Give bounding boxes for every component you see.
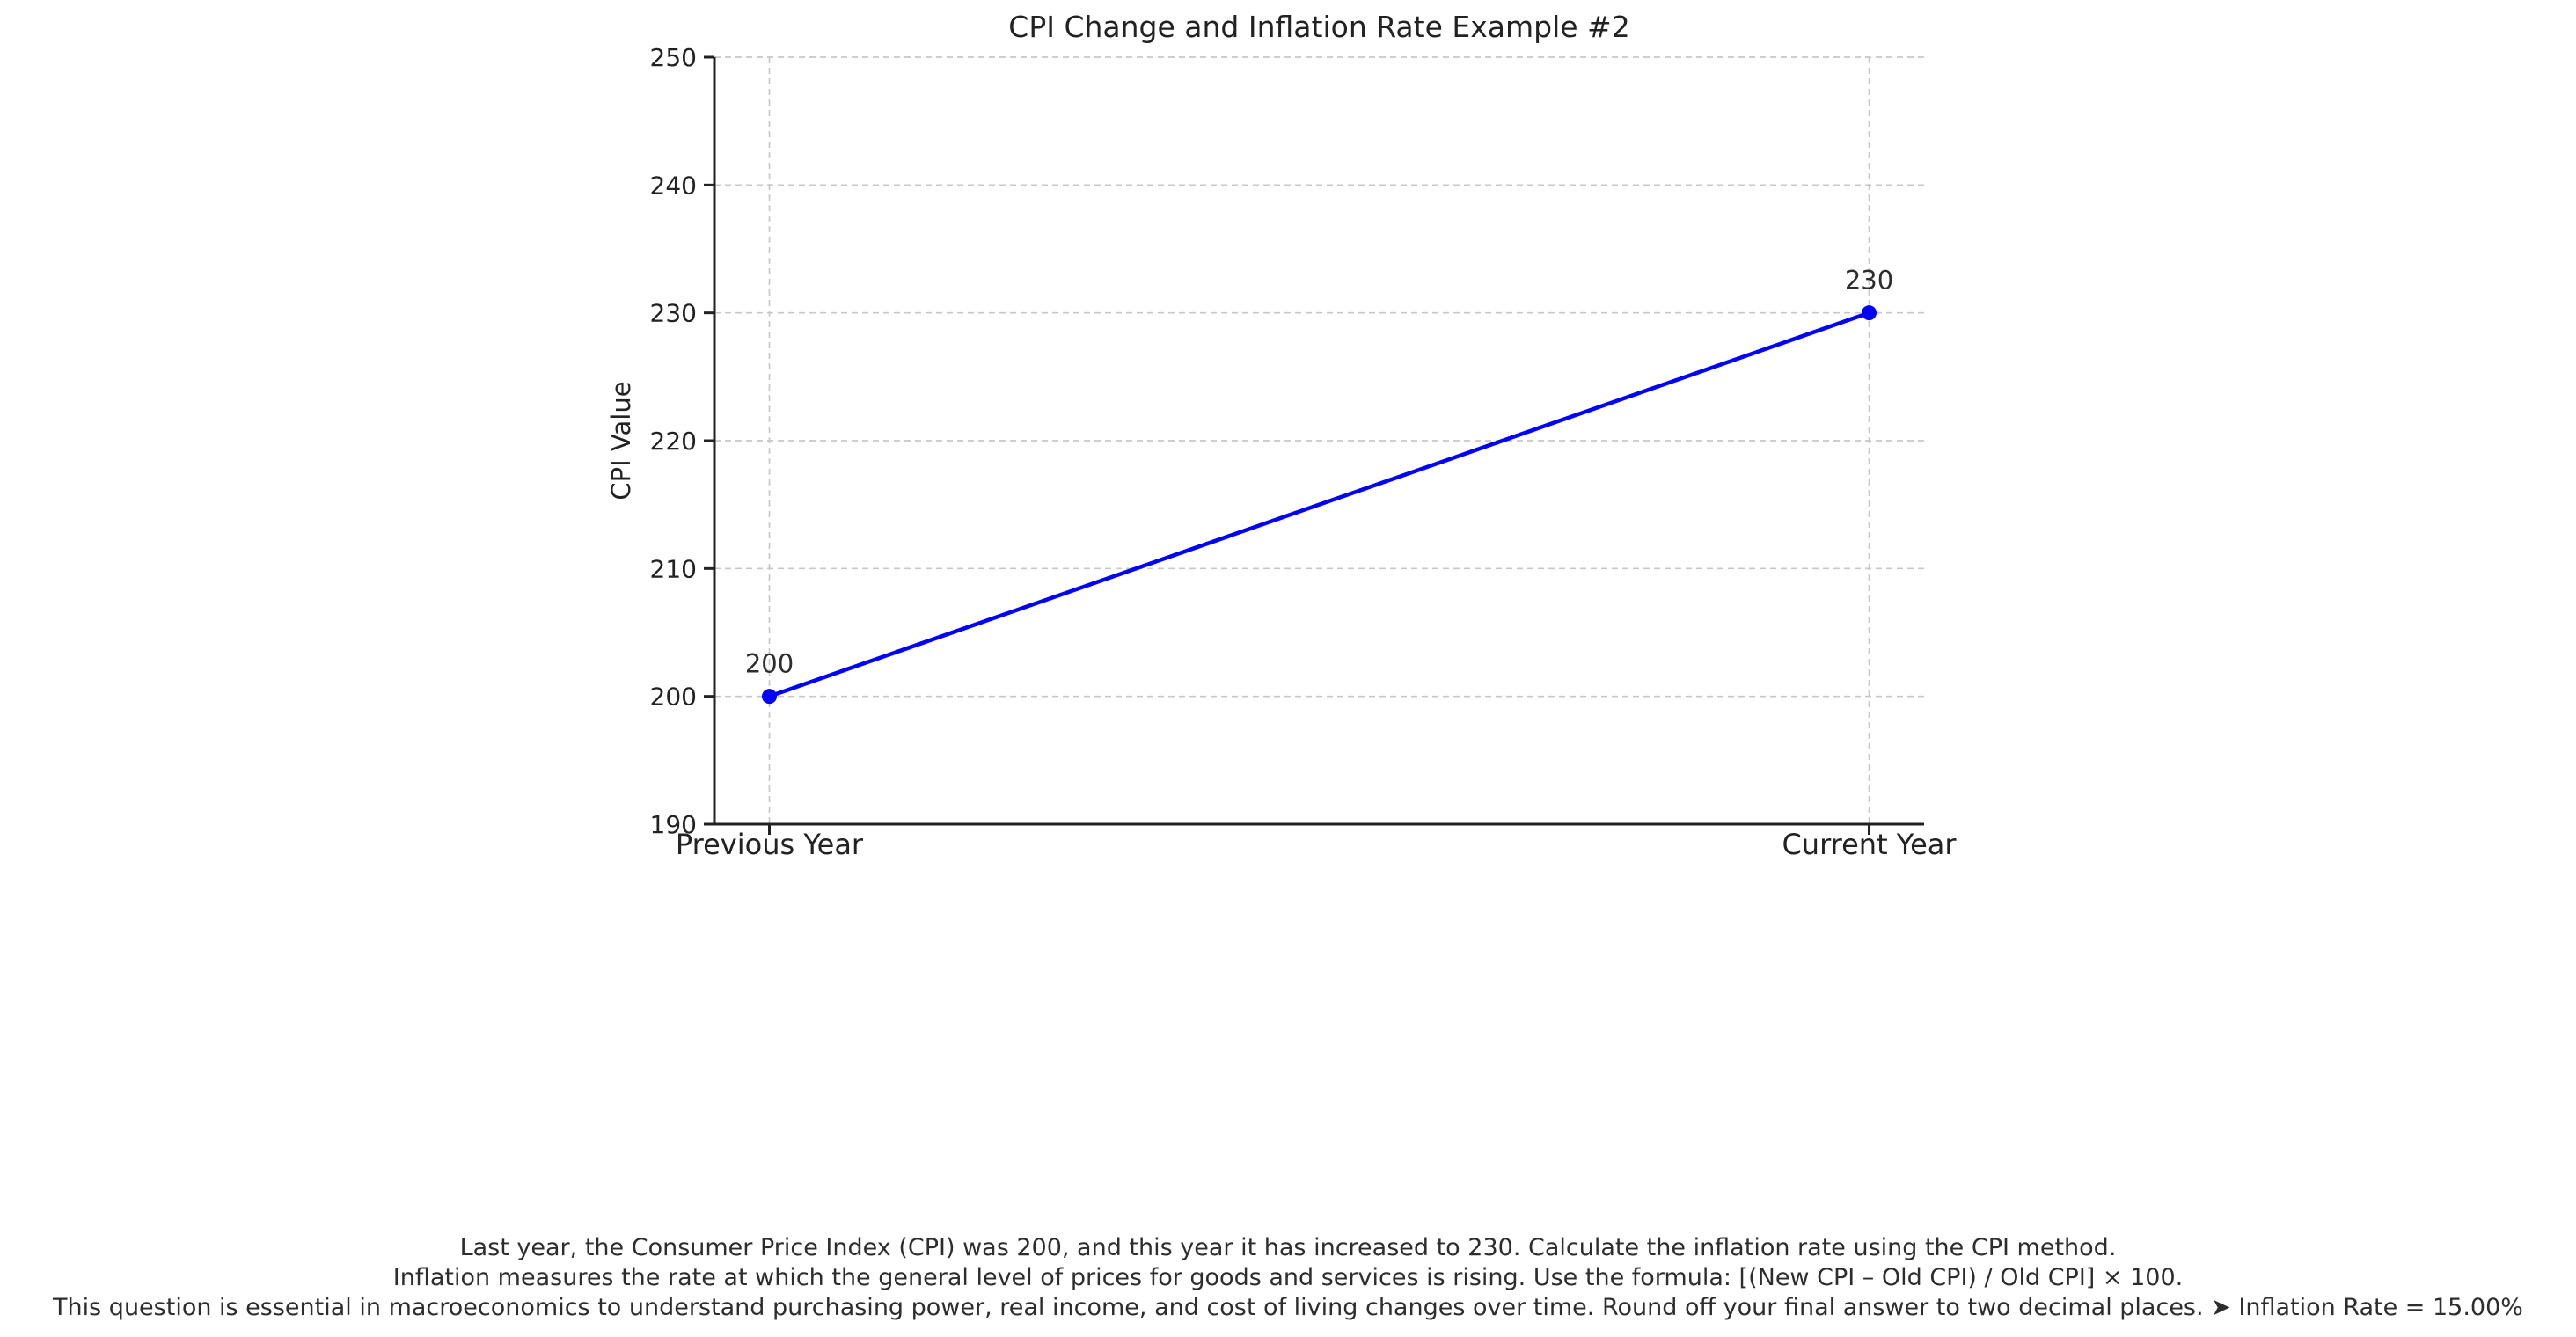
- data-point-marker: [762, 689, 777, 705]
- y-axis-label: CPI Value: [606, 381, 636, 500]
- caption-block: Last year, the Consumer Price Index (CPI…: [0, 1233, 2576, 1323]
- x-tick-label: Previous Year: [676, 828, 864, 861]
- y-tick-label: 220: [650, 427, 697, 456]
- data-point-label: 230: [1845, 266, 1893, 296]
- cpi-line-chart: 190 200 210 220 230 240 250 Previous Year Curren…: [606, 10, 1957, 861]
- data-point-marker: [1862, 305, 1877, 321]
- y-tick-label: 250: [650, 43, 697, 72]
- y-tick-label: 200: [650, 683, 697, 712]
- chart-title: CPI Change and Inflation Rate Example #2: [1008, 10, 1629, 44]
- y-tick-label: 190: [650, 810, 697, 839]
- caption-line-1: Last year, the Consumer Price Index (CPI…: [459, 1234, 2117, 1261]
- y-tick-label: 230: [650, 299, 697, 328]
- data-point-label: 200: [745, 649, 794, 679]
- y-tick-label: 240: [650, 171, 697, 200]
- caption-line-3: This question is essential in macroecono…: [53, 1294, 2523, 1321]
- series-line: [767, 311, 1871, 698]
- caption-line-2: Inflation measures the rate at which the…: [392, 1264, 2184, 1291]
- x-tick-label: Current Year: [1782, 828, 1957, 861]
- y-tick-label: 210: [650, 554, 697, 583]
